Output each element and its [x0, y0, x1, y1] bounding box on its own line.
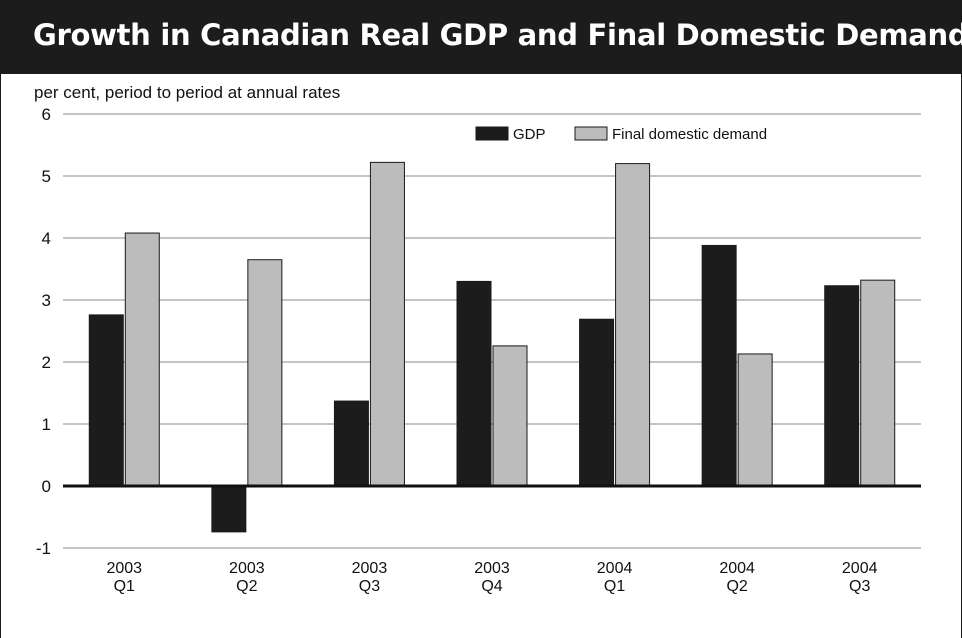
- x-tick-label-quarter: Q1: [114, 578, 135, 595]
- gdp-bar: [456, 280, 492, 487]
- gdp-bar: [211, 485, 247, 533]
- y-tick-label: 4: [42, 229, 51, 248]
- gdp-bar: [333, 400, 369, 487]
- x-tick-label-quarter: Q3: [359, 578, 380, 595]
- y-tick-label: 2: [42, 353, 51, 372]
- final-domestic-demand-bar: [737, 353, 773, 487]
- y-tick-label: -1: [36, 539, 51, 558]
- final-domestic-demand-bar: [615, 163, 651, 487]
- gdp-bar: [579, 318, 615, 487]
- y-axis-label: per cent, period to period at annual rat…: [34, 83, 340, 102]
- gdp-bar: [88, 314, 124, 487]
- final-domestic-demand-bar: [369, 161, 405, 487]
- legend-swatch: [475, 126, 509, 141]
- x-tick-label-year: 2003: [352, 560, 388, 577]
- final-domestic-demand-bar: [124, 232, 160, 487]
- chart-title: Growth in Canadian Real GDP and Final Do…: [33, 18, 962, 52]
- y-tick-label: 0: [42, 477, 51, 496]
- legend-swatch: [574, 126, 608, 141]
- gdp-bar: [824, 285, 860, 487]
- x-tick-label-year: 2004: [597, 560, 633, 577]
- final-domestic-demand-bar: [860, 279, 896, 487]
- y-tick-label: 6: [42, 105, 51, 124]
- x-tick-label-year: 2003: [474, 560, 510, 577]
- x-tick-label-quarter: Q1: [604, 578, 625, 595]
- x-tick-label-year: 2004: [719, 560, 755, 577]
- x-tick-label-year: 2003: [229, 560, 265, 577]
- y-tick-label: 3: [42, 291, 51, 310]
- x-tick-label-quarter: Q2: [236, 578, 257, 595]
- final-domestic-demand-bar: [492, 345, 528, 487]
- legend-label: Final domestic demand: [612, 126, 767, 143]
- final-domestic-demand-bar: [247, 259, 283, 487]
- y-tick-label: 1: [42, 415, 51, 434]
- legend-label: GDP: [513, 126, 546, 143]
- x-tick-label-year: 2003: [106, 560, 142, 577]
- title-bar: Growth in Canadian Real GDP and Final Do…: [1, 0, 962, 74]
- x-tick-label-year: 2004: [842, 560, 878, 577]
- y-tick-label: 5: [42, 167, 51, 186]
- gdp-bar: [701, 244, 737, 487]
- x-tick-label-quarter: Q2: [726, 578, 747, 595]
- x-tick-label-quarter: Q3: [849, 578, 870, 595]
- x-tick-label-quarter: Q4: [481, 578, 502, 595]
